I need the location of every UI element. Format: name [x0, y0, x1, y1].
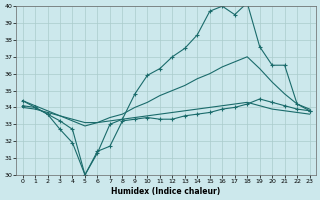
- X-axis label: Humidex (Indice chaleur): Humidex (Indice chaleur): [111, 187, 221, 196]
